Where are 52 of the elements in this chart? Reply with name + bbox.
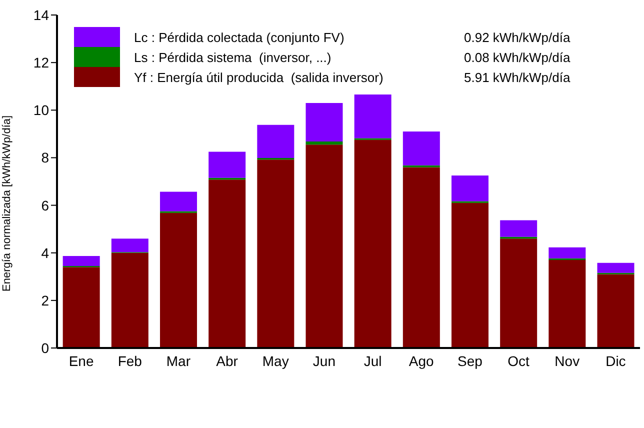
annotation: 0.92 kWh/kWp/día	[464, 30, 570, 44]
x-tick-label: Ene	[68, 352, 94, 369]
bar	[597, 274, 634, 348]
bar	[62, 256, 100, 266]
bar	[306, 103, 343, 142]
bar	[111, 238, 148, 252]
bar	[208, 152, 246, 178]
bar	[306, 144, 343, 348]
y-tick-label: 6	[41, 197, 50, 214]
x-tick-label: May	[262, 352, 289, 369]
x-tick-label: Oct	[508, 352, 530, 369]
bar	[208, 180, 246, 348]
y-tick-label: 12	[33, 54, 50, 71]
x-tick-label: Nov	[554, 352, 580, 369]
x-tick-label: Dic	[606, 352, 626, 369]
bar	[160, 212, 197, 348]
x-tick-label: Mar	[166, 352, 191, 369]
bar	[548, 247, 586, 258]
x-tick-label: Abr	[216, 352, 238, 369]
y-tick-label: 2	[41, 292, 50, 308]
x-tick-label: Sep	[457, 352, 483, 369]
bar	[111, 252, 148, 348]
bar	[354, 94, 392, 138]
annotation: 5.91 kWh/kWp/día	[464, 70, 570, 84]
y-tick-label: 10	[33, 102, 50, 118]
bar	[548, 260, 586, 348]
x-tick-label: Feb	[118, 352, 142, 369]
bar	[257, 160, 294, 348]
annotation: 0.08 kWh/kWp/día	[464, 50, 570, 64]
bar	[402, 167, 440, 348]
bar	[402, 132, 440, 166]
bar	[451, 176, 488, 202]
bar	[257, 124, 294, 158]
x-tick-label: Jun	[312, 352, 336, 369]
legend-label: Yf : Energía útil producida (salida inversor)	[134, 70, 384, 84]
y-tick-label: 8	[41, 150, 50, 166]
y-axis-title: Energía normalizada [kWh/kWp/día]	[0, 115, 13, 292]
y-tick-label: 14	[33, 6, 50, 23]
bar	[160, 192, 197, 212]
bar	[451, 202, 488, 348]
legend-label: Ls : Pérdida sistema (inversor, ...)	[134, 50, 332, 64]
bar	[354, 140, 392, 348]
bar	[597, 262, 634, 273]
legend-label: Lc : Pérdida colectada (conjunto FV)	[134, 30, 346, 44]
y-tick-label: 0	[41, 340, 50, 356]
bar	[62, 267, 100, 348]
x-tick-label: Ago	[408, 352, 434, 369]
bar	[306, 142, 343, 145]
bar	[500, 220, 538, 237]
y-tick-label: 4	[41, 244, 50, 261]
x-tick-label: Jul	[364, 352, 382, 369]
bar	[500, 238, 538, 348]
